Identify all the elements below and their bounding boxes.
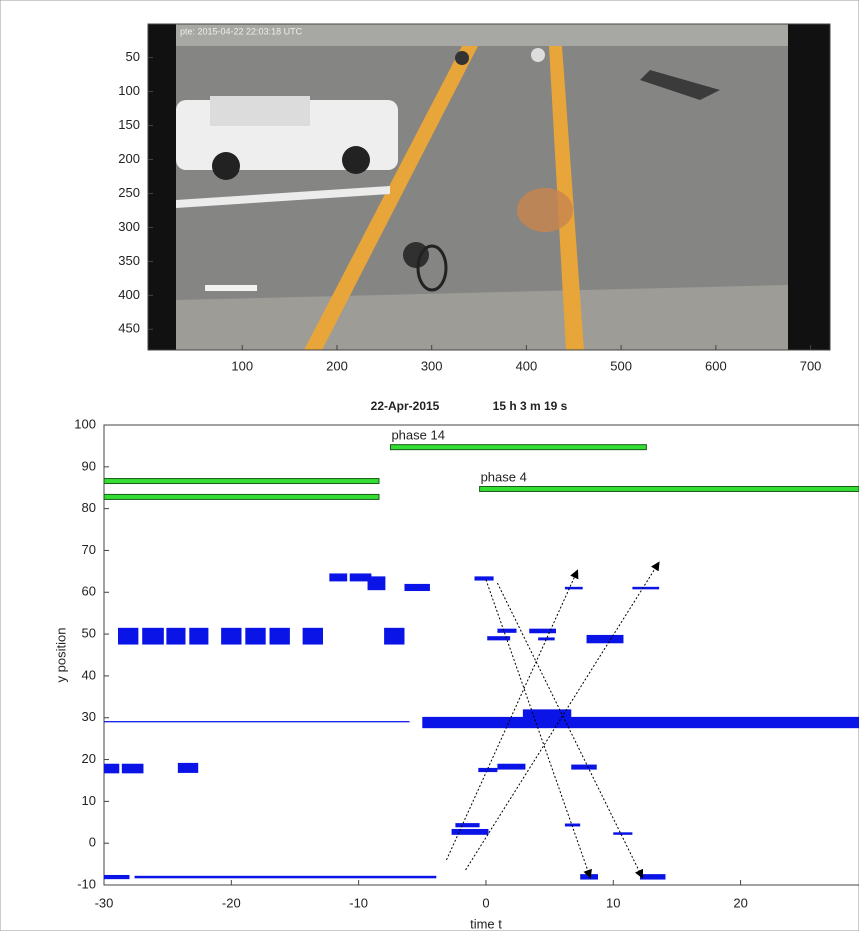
detection-bar bbox=[640, 874, 666, 880]
detection-bar bbox=[474, 576, 494, 581]
detection-bar bbox=[121, 763, 144, 774]
detection-bar bbox=[166, 627, 186, 645]
y-tick-label: 70 bbox=[82, 542, 96, 557]
x-tick-label: -30 bbox=[95, 895, 114, 910]
x-tick-label: 700 bbox=[800, 358, 822, 373]
detection-bar bbox=[349, 573, 372, 582]
detection-bar bbox=[134, 875, 437, 879]
y-tick-label: 50 bbox=[126, 49, 140, 64]
detection-bar bbox=[189, 627, 209, 645]
x-tick-label: 0 bbox=[482, 895, 489, 910]
detection-bar bbox=[104, 763, 120, 774]
x-tick-label: 600 bbox=[705, 358, 727, 373]
x-tick-label: 100 bbox=[231, 358, 253, 373]
detection-bar bbox=[142, 627, 164, 645]
y-tick-label: 60 bbox=[82, 584, 96, 599]
phase-bar bbox=[103, 478, 380, 485]
detection-bar bbox=[104, 874, 130, 880]
detection-bar bbox=[221, 627, 242, 645]
y-tick-label: 80 bbox=[82, 500, 96, 515]
y-tick-label: 250 bbox=[118, 185, 140, 200]
detection-bar bbox=[497, 628, 517, 633]
x-tick-label: 10 bbox=[606, 895, 620, 910]
detection-bar bbox=[451, 828, 489, 835]
detection-bar bbox=[384, 627, 405, 645]
y-tick-label: 100 bbox=[118, 83, 140, 98]
x-tick-label: -20 bbox=[222, 895, 241, 910]
detection-bar bbox=[367, 576, 386, 591]
y-tick-label: 150 bbox=[118, 117, 140, 132]
detection-bar bbox=[529, 628, 556, 634]
detection-bar bbox=[404, 583, 430, 592]
chart-subtitle: 15 h 3 m 19 s bbox=[493, 399, 568, 413]
y-tick-label: 50 bbox=[82, 626, 96, 641]
axes-box bbox=[147, 23, 831, 351]
y-tick-label: 40 bbox=[82, 667, 96, 682]
phase-label: phase 4 bbox=[481, 469, 527, 484]
detection-bar bbox=[564, 823, 581, 827]
detection-bar bbox=[571, 764, 597, 770]
x-tick-label: 400 bbox=[516, 358, 538, 373]
detection-bar bbox=[538, 637, 555, 641]
phase-bar bbox=[103, 493, 380, 500]
trajectory-arrow bbox=[465, 561, 660, 871]
detection-bar bbox=[613, 832, 633, 835]
phase-bar bbox=[479, 485, 859, 492]
detection-bar bbox=[302, 627, 323, 645]
detection-bar bbox=[522, 709, 572, 720]
y-tick-label: 200 bbox=[118, 151, 140, 166]
y-tick-label: 450 bbox=[118, 321, 140, 336]
x-tick-label: -10 bbox=[349, 895, 368, 910]
y-tick-label: 30 bbox=[82, 709, 96, 724]
detection-bar bbox=[632, 586, 660, 590]
phase-label: phase 14 bbox=[391, 428, 445, 443]
detection-bar bbox=[455, 823, 480, 828]
y-tick-label: 20 bbox=[82, 751, 96, 766]
y-tick-label: 300 bbox=[118, 219, 140, 234]
detection-bar bbox=[118, 627, 139, 645]
y-axis-label: y position bbox=[53, 628, 68, 683]
detection-bar bbox=[487, 636, 511, 641]
x-axis-label: time t bbox=[470, 916, 502, 931]
y-tick-label: 100 bbox=[74, 416, 96, 431]
y-tick-label: 0 bbox=[89, 835, 96, 850]
y-tick-label: -10 bbox=[77, 876, 96, 891]
image-caption: pte: 2015-04-22 22:03:18 UTC bbox=[180, 26, 303, 36]
detection-bar bbox=[104, 721, 410, 723]
detection-bar bbox=[269, 627, 290, 645]
phase-bar bbox=[389, 444, 647, 451]
detection-bar bbox=[564, 586, 583, 590]
y-tick-label: 350 bbox=[118, 253, 140, 268]
y-tick-label: 400 bbox=[118, 287, 140, 302]
y-tick-label: 10 bbox=[82, 793, 96, 808]
detection-bar bbox=[177, 762, 199, 773]
detection-bar bbox=[478, 767, 498, 773]
trajectory-arrow bbox=[485, 579, 592, 879]
axes-box bbox=[103, 424, 859, 886]
chart-title: 22-Apr-2015 bbox=[371, 399, 440, 413]
detection-bar bbox=[586, 634, 624, 644]
detection-bar bbox=[245, 627, 266, 645]
detection-bar bbox=[329, 573, 348, 582]
x-tick-label: 20 bbox=[733, 895, 747, 910]
detection-bar bbox=[497, 763, 526, 770]
x-tick-label: 500 bbox=[610, 358, 632, 373]
y-tick-label: 90 bbox=[82, 458, 96, 473]
trajectory-arrow bbox=[446, 569, 579, 861]
camera-image bbox=[148, 24, 830, 350]
x-tick-label: 300 bbox=[421, 358, 443, 373]
detection-bar bbox=[422, 716, 859, 729]
x-tick-label: 200 bbox=[326, 358, 348, 373]
trajectory-arrow bbox=[496, 582, 644, 879]
